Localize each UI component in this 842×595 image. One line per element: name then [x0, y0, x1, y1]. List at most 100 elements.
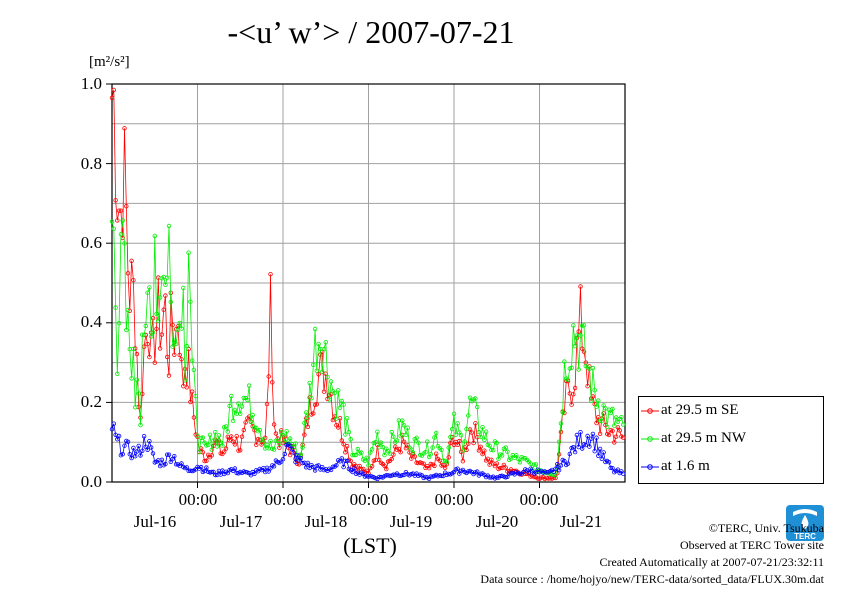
data-point-1	[489, 447, 494, 452]
data-point-2	[289, 447, 295, 452]
data-point-0	[503, 465, 508, 470]
data-point-0	[241, 427, 246, 433]
data-point-0	[157, 346, 163, 351]
data-point-2	[553, 466, 558, 471]
data-point-2	[125, 439, 131, 444]
data-point-1	[320, 369, 325, 374]
data-point-1	[264, 442, 270, 448]
data-point-0	[398, 450, 403, 455]
data-point-0	[254, 442, 259, 447]
data-point-2	[116, 433, 122, 439]
data-point-1	[441, 458, 446, 463]
data-point-1	[325, 375, 330, 380]
data-point-1	[580, 323, 585, 328]
data-point-2	[555, 461, 560, 467]
data-point-1	[425, 439, 430, 444]
data-point-1	[211, 438, 216, 443]
data-point-0	[129, 258, 134, 263]
data-point-1	[596, 398, 601, 403]
data-point-2	[352, 466, 357, 471]
data-point-1	[188, 299, 193, 304]
data-point-0	[455, 442, 460, 447]
data-point-0	[473, 421, 478, 426]
data-point-0	[189, 389, 195, 394]
data-point-0	[109, 95, 115, 100]
data-point-2	[136, 443, 141, 449]
data-point-1	[565, 377, 571, 383]
data-point-1	[505, 449, 510, 454]
x-tick-time-label: 00:00	[519, 490, 559, 509]
data-point-2	[606, 460, 612, 465]
data-point-2	[209, 469, 214, 475]
data-point-1	[621, 422, 626, 427]
data-point-0	[264, 401, 270, 407]
data-point-1	[603, 406, 608, 411]
data-point-1	[521, 456, 526, 461]
data-point-1	[172, 338, 177, 343]
data-point-1	[189, 358, 195, 363]
data-point-1	[209, 447, 214, 452]
data-point-2	[150, 451, 156, 456]
data-point-1	[186, 250, 191, 255]
x-tick-date-label: Jul-21	[559, 512, 603, 531]
data-point-0	[311, 411, 316, 416]
data-point-2	[184, 465, 189, 470]
x-tick-time-label: 00:00	[434, 490, 474, 509]
data-point-1	[248, 419, 254, 425]
data-point-0	[556, 452, 562, 457]
data-point-1	[592, 388, 597, 393]
data-point-0	[412, 454, 417, 459]
data-point-1	[261, 437, 266, 442]
data-point-1	[136, 391, 141, 396]
data-point-0	[204, 458, 209, 463]
data-point-0	[361, 466, 366, 472]
data-point-1	[613, 415, 619, 420]
data-point-1	[280, 432, 286, 438]
data-point-0	[460, 459, 466, 464]
footer-created: Created Automatically at 2007-07-21/23:3…	[599, 555, 824, 569]
data-point-1	[213, 430, 218, 435]
data-point-1	[553, 473, 558, 478]
data-point-2	[305, 460, 311, 466]
data-point-2	[589, 436, 594, 441]
data-point-1	[451, 411, 457, 416]
data-point-1	[341, 402, 346, 407]
data-point-0	[302, 432, 307, 437]
data-point-1	[287, 436, 293, 441]
data-point-1	[175, 327, 181, 333]
y-tick-label: 1.0	[80, 74, 102, 93]
data-point-0	[163, 293, 168, 298]
data-point-1	[316, 341, 321, 347]
data-point-0	[161, 307, 166, 312]
legend-item-se: at 29.5 m SE	[639, 401, 823, 421]
data-point-0	[125, 271, 131, 276]
data-point-1	[572, 343, 578, 349]
data-point-2	[109, 427, 115, 432]
data-point-1	[216, 433, 222, 438]
data-point-1	[378, 440, 384, 445]
data-point-1	[514, 453, 519, 458]
data-point-0	[606, 432, 612, 438]
data-point-0	[597, 431, 603, 436]
data-point-0	[122, 126, 127, 131]
data-point-1	[599, 418, 604, 424]
data-point-0	[558, 429, 564, 435]
data-point-2	[298, 455, 303, 461]
data-point-1	[391, 434, 396, 439]
data-point-0	[239, 434, 245, 439]
data-point-2	[341, 464, 346, 470]
data-point-1	[382, 452, 387, 458]
data-point-2	[505, 474, 510, 479]
data-point-0	[172, 352, 177, 357]
data-point-1	[168, 299, 173, 305]
legend-item-surface: at 1.6 m	[639, 457, 823, 477]
data-point-2	[127, 452, 132, 457]
data-point-0	[344, 443, 350, 449]
data-point-2	[198, 464, 204, 470]
data-point-1	[466, 413, 471, 418]
data-point-0	[466, 441, 471, 446]
data-point-0	[177, 352, 182, 358]
data-point-0	[439, 463, 444, 468]
data-point-0	[482, 448, 487, 453]
